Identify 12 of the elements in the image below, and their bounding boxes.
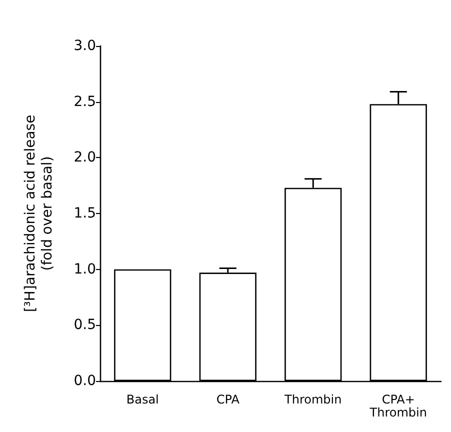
y-tick-label: 0.5 bbox=[74, 317, 96, 334]
y-tick-label: 1.5 bbox=[74, 206, 96, 222]
y-tick-label: 2.5 bbox=[74, 94, 96, 110]
x-tick-label: CPA+ Thrombin bbox=[368, 392, 427, 420]
y-tick-label: 3.0 bbox=[74, 38, 96, 54]
y-tick-label: 1.0 bbox=[74, 261, 96, 278]
x-tick-label: Thrombin bbox=[284, 392, 342, 406]
y-axis-title: [³H]arachidonic acid release (fold over basal) bbox=[22, 114, 56, 312]
y-tick-label: 0.0 bbox=[74, 373, 96, 389]
x-tick-label: CPA bbox=[216, 392, 240, 406]
x-tick-label: Basal bbox=[126, 392, 159, 406]
y-tick-label: 2.0 bbox=[74, 150, 96, 166]
